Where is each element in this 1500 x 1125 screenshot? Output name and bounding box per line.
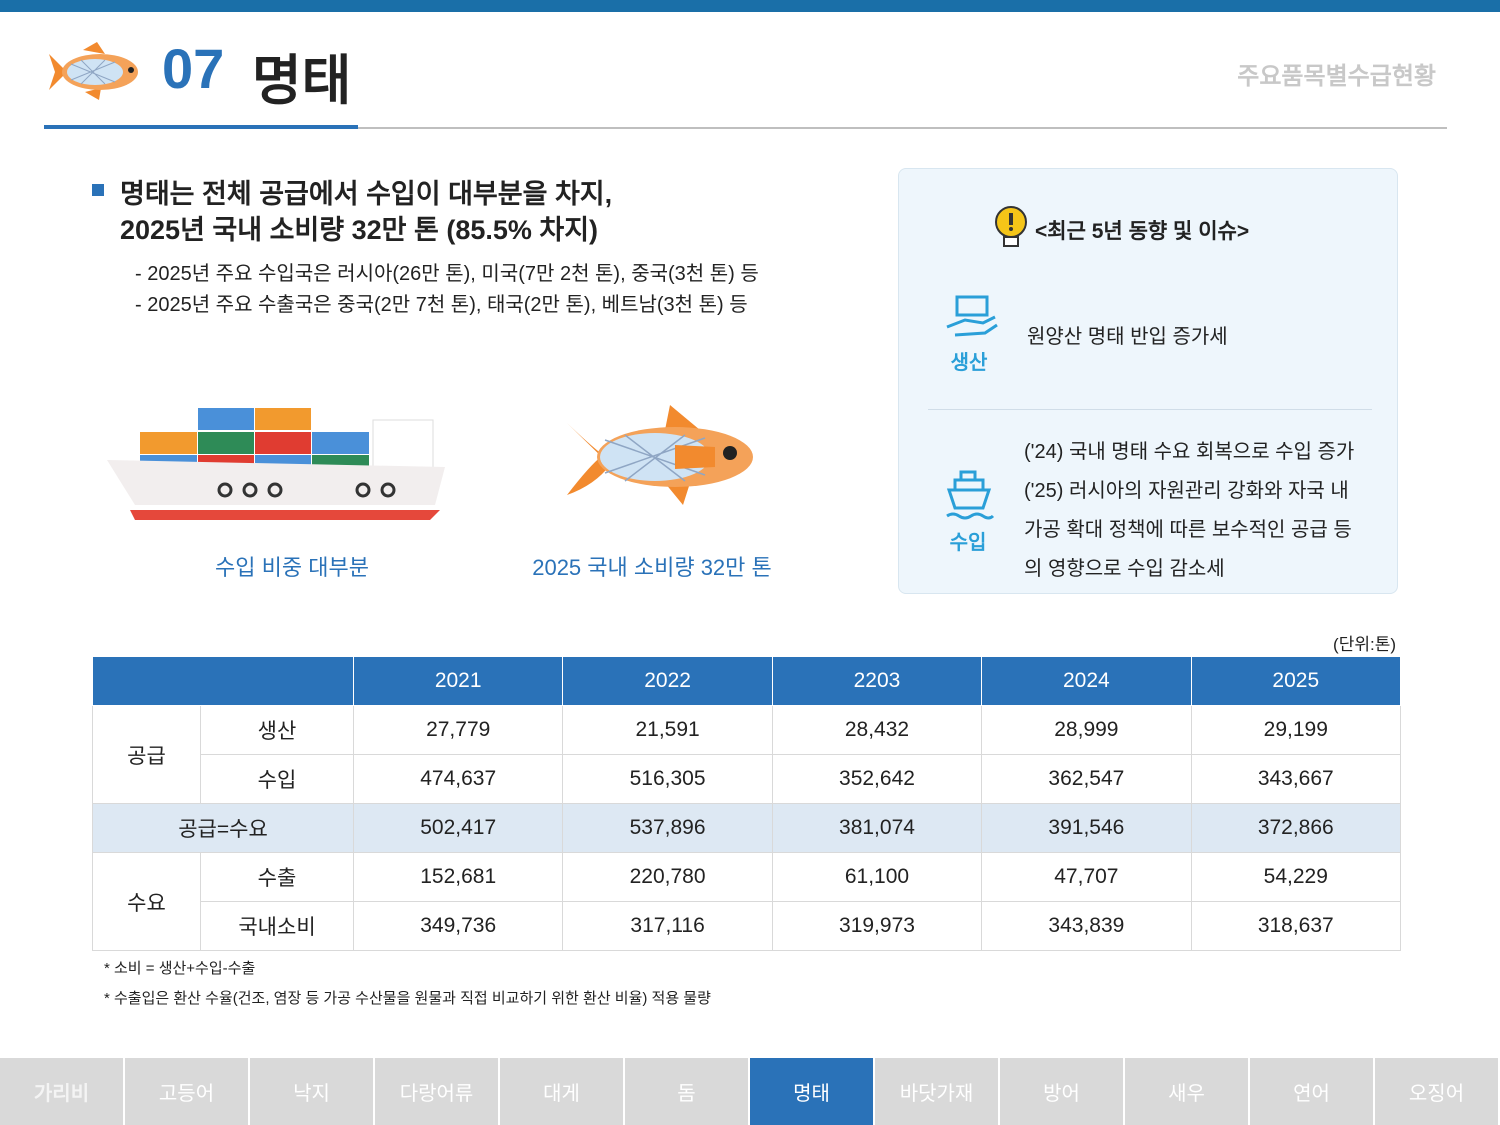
value-cell: 21,591 <box>562 705 773 755</box>
fish-icon <box>49 42 138 100</box>
value-cell: 372,866 <box>1190 803 1402 853</box>
trend-text: ('24) 국내 명태 수요 회복으로 수입 증가 ('25) 러시아의 자원관리… <box>1024 433 1354 589</box>
value-cell: 537,896 <box>562 803 773 853</box>
top-bar <box>0 0 1500 12</box>
group-cell: 수요 <box>92 852 201 951</box>
nav-tab[interactable]: 방어 <box>1000 1058 1123 1125</box>
value-cell: 362,547 <box>981 754 1192 804</box>
trend-line: 가공 확대 정책에 따른 보수적인 공급 등 <box>1024 519 1352 541</box>
nav-tab[interactable]: 고등어 <box>125 1058 248 1125</box>
header-rule <box>44 127 1447 129</box>
unit-label: (단위:톤) <box>1333 635 1396 654</box>
page-title: 명태 <box>252 51 352 111</box>
trends-box <box>898 168 1398 594</box>
row-label: 국내소비 <box>200 901 354 951</box>
row-label: 생산 <box>200 705 354 755</box>
section-label: 주요품목별수급현황 <box>1237 63 1436 90</box>
note: * 소비 = 생산+수입-수출 <box>104 960 256 977</box>
header-cell <box>92 657 354 706</box>
trend-line: ('25) 러시아의 자원관리 강화와 자국 내 <box>1024 480 1349 502</box>
value-cell: 391,546 <box>981 803 1192 853</box>
bulb-icon <box>995 206 1027 247</box>
headline-line: 명태는 전체 공급에서 수입이 대부분을 차지, <box>120 179 613 209</box>
header-cell: 2024 <box>981 657 1192 706</box>
section-number: 07 <box>162 37 225 100</box>
group-cell: 공급 <box>92 705 201 804</box>
value-cell: 29,199 <box>1190 705 1402 755</box>
production-icon <box>946 295 998 337</box>
nav-tab[interactable]: 대게 <box>500 1058 623 1125</box>
headline-line: 2025년 국내 소비량 32만 톤 (85.5% 차지) <box>120 215 599 245</box>
total-row: 공급=수요 502,417 537,896 381,074 391,546 372,866 <box>92 803 1402 853</box>
value-cell: 318,637 <box>1190 901 1402 951</box>
value-cell: 343,839 <box>981 901 1192 951</box>
table-row: 공급 생산 27,779 21,591 28,432 28,999 29,199 <box>92 705 1402 804</box>
value-cell: 343,667 <box>1190 754 1402 804</box>
header-cell: 2022 <box>562 657 773 706</box>
header-cell: 2025 <box>1190 657 1402 706</box>
nav-tab[interactable]: 오징어 <box>1375 1058 1498 1125</box>
trend-line: 의 영향으로 수입 감소세 <box>1024 558 1225 580</box>
table-row: 수입 474,637 516,305 352,642 362,547 343,667 <box>93 754 1402 804</box>
value-cell: 352,642 <box>771 754 983 804</box>
bullet-item: - 2025년 주요 수입국은 러시아(26만 톤), 미국(7만 2천 톤),… <box>135 263 759 285</box>
fish-caption: 2025 국내 소비량 32만 톤 <box>532 555 772 580</box>
nav-tab[interactable]: 돔 <box>625 1058 748 1125</box>
header-cell: 2021 <box>352 657 564 706</box>
ship-illustration <box>107 408 445 520</box>
value-cell: 381,074 <box>771 803 983 853</box>
ship-caption: 수입 비중 대부분 <box>215 555 369 580</box>
row-label: 수입 <box>200 754 354 804</box>
row-label: 공급=수요 <box>92 803 354 853</box>
headline: 명태는 전체 공급에서 수입이 대부분을 차지, 2025년 국내 소비량 32만… <box>120 176 612 248</box>
note: * 수출입은 환산 수율(건조, 염장 등 가공 수산물을 원물과 직접 비교하… <box>104 990 711 1007</box>
trend-label: 수입 <box>949 532 987 554</box>
value-cell: 317,116 <box>562 901 773 951</box>
trends-title: <최근 5년 동향 및 이슈> <box>1035 220 1250 243</box>
nav-tab[interactable]: 새우 <box>1125 1058 1248 1125</box>
value-cell: 349,736 <box>352 901 564 951</box>
nav-tab[interactable]: 연어 <box>1250 1058 1373 1125</box>
value-cell: 47,707 <box>981 852 1192 902</box>
bullet-square <box>92 184 104 196</box>
header-rule-accent <box>44 125 358 129</box>
notes: * 소비 = 생산+수입-수출 * 수출입은 환산 수율(건조, 염장 등 가공 … <box>104 954 711 1014</box>
trend-label: 생산 <box>950 352 988 374</box>
nav-tab[interactable]: 명태 <box>750 1058 873 1125</box>
value-cell: 54,229 <box>1190 852 1402 902</box>
value-cell: 61,100 <box>771 852 983 902</box>
nav-tab[interactable]: 다랑어류 <box>375 1058 498 1125</box>
value-cell: 27,779 <box>352 705 564 755</box>
trends-divider <box>928 409 1372 410</box>
bullet-item: - 2025년 주요 수출국은 중국(2만 7천 톤), 태국(2만 톤), 베… <box>135 294 748 316</box>
value-cell: 319,973 <box>771 901 983 951</box>
value-cell: 28,999 <box>981 705 1192 755</box>
value-cell: 28,432 <box>771 705 983 755</box>
header-row: 2021 2022 2203 2024 2025 <box>92 657 1402 706</box>
table-row: 국내소비 349,736 317,116 319,973 343,839 318,637 <box>93 901 1402 951</box>
value-cell: 502,417 <box>352 803 564 853</box>
import-icon <box>946 470 995 520</box>
header-cell: 2203 <box>771 657 983 706</box>
trend-line: 원양산 명태 반입 증가세 <box>1027 326 1228 348</box>
nav-tab[interactable]: 가리비 <box>0 1058 123 1125</box>
value-cell: 516,305 <box>562 754 773 804</box>
row-label: 수출 <box>200 852 354 902</box>
trend-line: ('24) 국내 명태 수요 회복으로 수입 증가 <box>1024 441 1355 463</box>
supply-table: 2021 2022 2203 2024 2025 공급 생산 27,779 21,591 28,4… <box>92 657 1402 951</box>
value-cell: 220,780 <box>562 852 773 902</box>
trend-text: 원양산 명태 반입 증가세 <box>1027 318 1228 357</box>
bullet-list: - 2025년 주요 수입국은 러시아(26만 톤), 미국(7만 2천 톤),… <box>135 259 759 321</box>
table-row: 수요 수출 152,681 220,780 61,100 47,707 54,229 <box>92 852 1402 951</box>
value-cell: 152,681 <box>352 852 564 902</box>
fish-illustration <box>567 405 753 505</box>
nav-tab[interactable]: 바닷가재 <box>875 1058 998 1125</box>
value-cell: 474,637 <box>352 754 564 804</box>
nav-tab[interactable]: 낙지 <box>250 1058 373 1125</box>
